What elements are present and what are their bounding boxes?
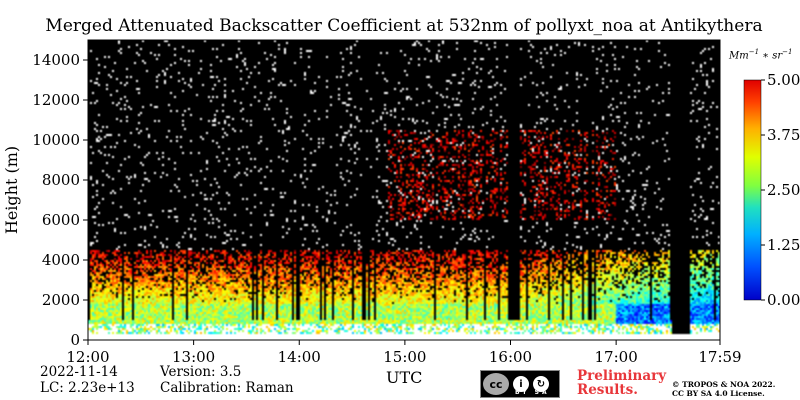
x-tick-label: 17:59 [698,348,741,366]
y-axis-ticks: 0 2000 4000 6000 8000 10000 12000 14000 [32,51,88,349]
footer-calibration: Calibration: Raman [160,380,294,396]
colorbar-ticks: 0.00 1.25 2.50 3.75 5.00 [761,71,800,309]
chart-title: Merged Attenuated Backscatter Coefficien… [45,16,763,36]
backscatter-heatmap [88,40,720,340]
preliminary-notice: Preliminary Results. [577,368,667,398]
cc-license-badge: cc i ↻ BY SA [480,370,560,398]
x-axis-label: UTC [386,368,423,387]
y-tick-label: 2000 [42,291,80,309]
y-tick-label: 8000 [42,171,80,189]
colorbar-unit-label: Mm−1 ∗ sr−1 [729,48,793,62]
x-tick-label: 13:00 [172,348,215,366]
x-tick-label: 16:00 [489,348,532,366]
sa-icon: ↻ [533,376,549,392]
colorbar-tick-label: 3.75 [767,126,800,144]
cc-license-label: BY SA [515,389,550,396]
y-tick-label: 6000 [42,211,80,229]
x-axis-ticks: 12:00 13:00 14:00 15:00 16:00 17:00 17:59 [66,340,742,366]
footer-version: Version: 3.5 [160,364,242,380]
by-icon: i [513,376,529,392]
x-tick-label: 17:00 [595,348,638,366]
y-axis-label: Height (m) [2,146,21,234]
x-tick-label: 12:00 [66,348,109,366]
y-tick-label: 0 [70,331,80,349]
colorbar-tick-label: 2.50 [767,181,800,199]
y-tick-label: 12000 [32,91,80,109]
plot-frame [87,39,721,341]
footer-lc: LC: 2.23e+13 [40,380,135,396]
colorbar-tick-label: 5.00 [767,71,800,89]
copyright-notice: © TROPOS & NOA 2022. CC BY SA 4.0 Licens… [672,380,776,398]
y-tick-label: 4000 [42,251,80,269]
x-tick-label: 15:00 [383,348,426,366]
cc-icon: cc [483,373,509,395]
colorbar [743,79,762,301]
colorbar-tick-label: 1.25 [767,236,800,254]
x-tick-label: 14:00 [278,348,321,366]
y-tick-label: 14000 [32,51,80,69]
colorbar-tick-label: 0.00 [767,291,800,309]
footer-date: 2022-11-14 [40,364,118,380]
y-tick-label: 10000 [32,131,80,149]
